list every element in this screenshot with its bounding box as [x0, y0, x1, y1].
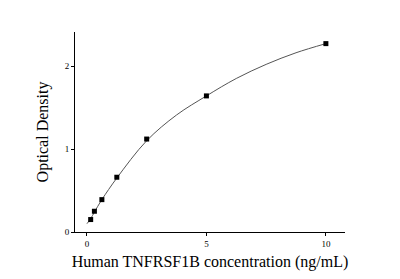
svg-text:0: 0 [65, 227, 70, 237]
svg-text:2: 2 [65, 61, 70, 71]
svg-text:10: 10 [321, 239, 331, 249]
svg-text:Optical Density: Optical Density [34, 82, 52, 183]
svg-text:0: 0 [85, 239, 90, 249]
svg-text:5: 5 [204, 239, 209, 249]
svg-text:1: 1 [65, 144, 70, 154]
svg-text:Human TNFRSF1B concentration (: Human TNFRSF1B concentration (ng/mL) [72, 253, 349, 271]
